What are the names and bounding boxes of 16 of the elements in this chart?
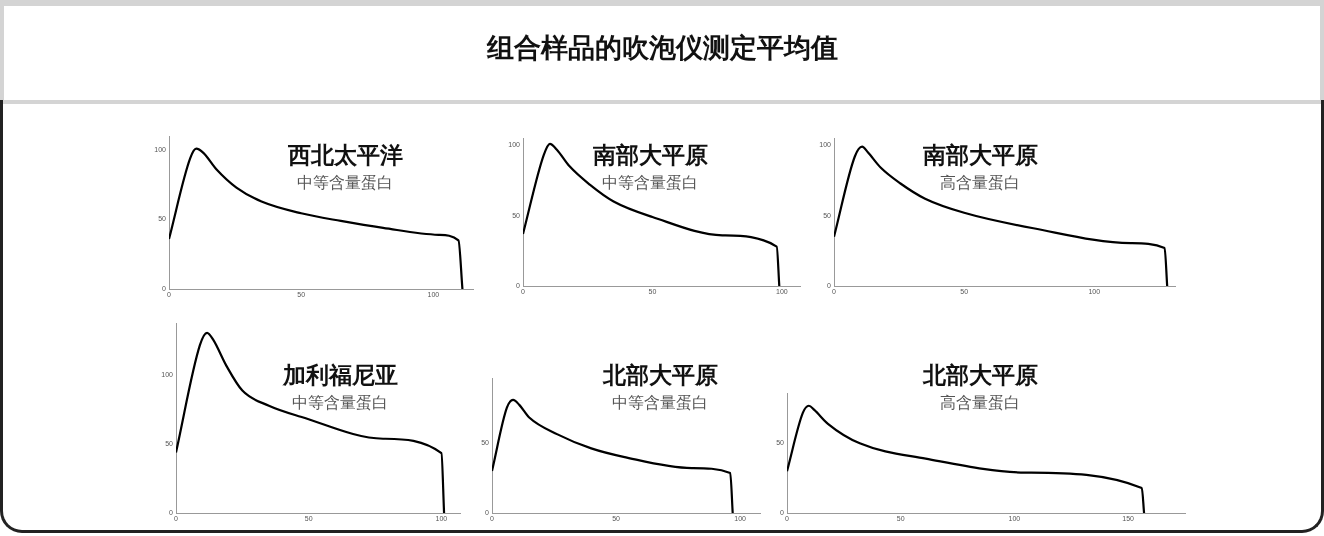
chart-title: 北部大平原 <box>602 360 718 390</box>
chart-title: 西北太平洋 <box>287 140 403 170</box>
text: 加利福尼亚 <box>282 360 398 390</box>
text: 组合样品的吹泡仪测定平均值 <box>485 31 839 65</box>
text: 中等含量蛋白 <box>612 393 708 414</box>
line-series <box>176 331 446 513</box>
chart-title: 北部大平原 <box>922 360 1038 390</box>
line-series <box>523 142 781 286</box>
chart-subtitle: 高含量蛋白 <box>940 393 1020 414</box>
text: 高含量蛋白 <box>940 173 1020 194</box>
text: 中等含量蛋白 <box>297 173 393 194</box>
text: 中等含量蛋白 <box>602 173 698 194</box>
chart-title: 南部大平原 <box>922 140 1038 170</box>
line-series <box>834 145 1169 286</box>
text: 中等含量蛋白 <box>292 393 388 414</box>
chart-title: 南部大平原 <box>592 140 708 170</box>
